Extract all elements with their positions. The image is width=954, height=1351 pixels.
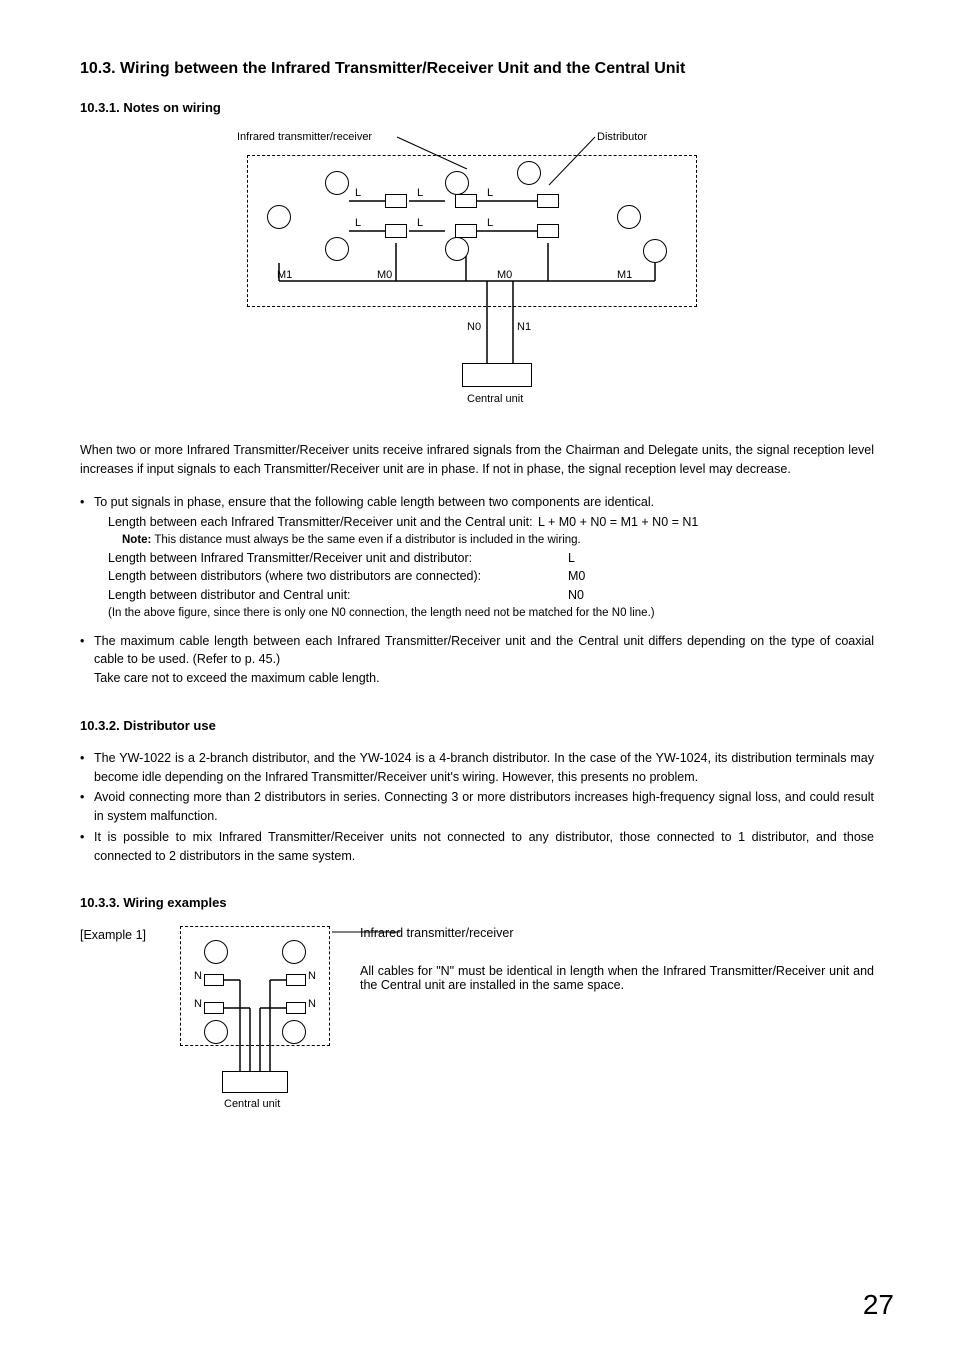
label-M1: M1 [277,269,292,281]
wiring-diagram-1: Infrared transmitter/receiver Distributo… [217,131,737,421]
label-L: L [487,187,493,199]
bullet-maxlen-b: Take care not to exceed the maximum cabl… [94,671,380,685]
bullet-dot: • [80,749,94,787]
dist-bullet-1: The YW-1022 is a 2-branch distributor, a… [94,749,874,787]
bullet-dot: • [80,632,94,688]
label-M1: M1 [617,269,632,281]
len-footnote: (In the above figure, since there is onl… [80,605,874,622]
subsection-10-3-2: 10.3.2. Distributor use [80,718,874,733]
label-N0: N0 [467,321,481,333]
ex1-central-label: Central unit [224,1098,280,1110]
bullet-dot: • [80,493,94,512]
label-L: L [417,187,423,199]
bullet-dot: • [80,828,94,866]
label-L: L [355,187,361,199]
label-M0: M0 [497,269,512,281]
ex1-N: N [308,970,316,982]
bullet-phase: To put signals in phase, ensure that the… [94,493,654,512]
len-each-label: Length between each Infrared Transmitter… [108,513,538,532]
phase-paragraph: When two or more Infrared Transmitter/Re… [80,441,874,479]
note-body: This distance must always be the same ev… [154,534,580,546]
bullet-maxlen-a: The maximum cable length between each In… [94,634,874,667]
len-M0-val: M0 [568,567,628,586]
ex1-ir-label: Infrared transmitter/receiver [360,926,874,940]
example-1-diagram: N N N N Central unit [180,926,340,1126]
ex1-N: N [194,970,202,982]
page-number: 27 [863,1289,894,1321]
len-L-val: L [568,549,628,568]
len-N0-label: Length between distributor and Central u… [108,586,568,605]
subsection-10-3-3: 10.3.3. Wiring examples [80,895,874,910]
ex1-N: N [308,998,316,1010]
dist-bullet-2: Avoid connecting more than 2 distributor… [94,788,874,826]
len-N0-val: N0 [568,586,628,605]
section-title: 10.3. Wiring between the Infrared Transm… [80,60,874,78]
bullet-dot: • [80,788,94,826]
len-L-label: Length between Infrared Transmitter/Rece… [108,549,568,568]
label-L: L [355,217,361,229]
distributor-label: Distributor [597,131,647,143]
subsection-10-3-1: 10.3.1. Notes on wiring [80,100,874,115]
len-each-value: L + M0 + N0 = M1 + N0 = N1 [538,513,698,532]
ex1-text: All cables for "N" must be identical in … [360,964,874,992]
ex1-N: N [194,998,202,1010]
ir-label: Infrared transmitter/receiver [237,131,372,143]
label-L: L [417,217,423,229]
dist-bullet-3: It is possible to mix Infrared Transmitt… [94,828,874,866]
central-unit-label: Central unit [467,393,523,405]
note-prefix: Note: [122,534,151,546]
label-N1: N1 [517,321,531,333]
label-M0: M0 [377,269,392,281]
example-1-label: [Example 1] [80,926,180,1126]
len-M0-label: Length between distributors (where two d… [108,567,568,586]
label-L: L [487,217,493,229]
